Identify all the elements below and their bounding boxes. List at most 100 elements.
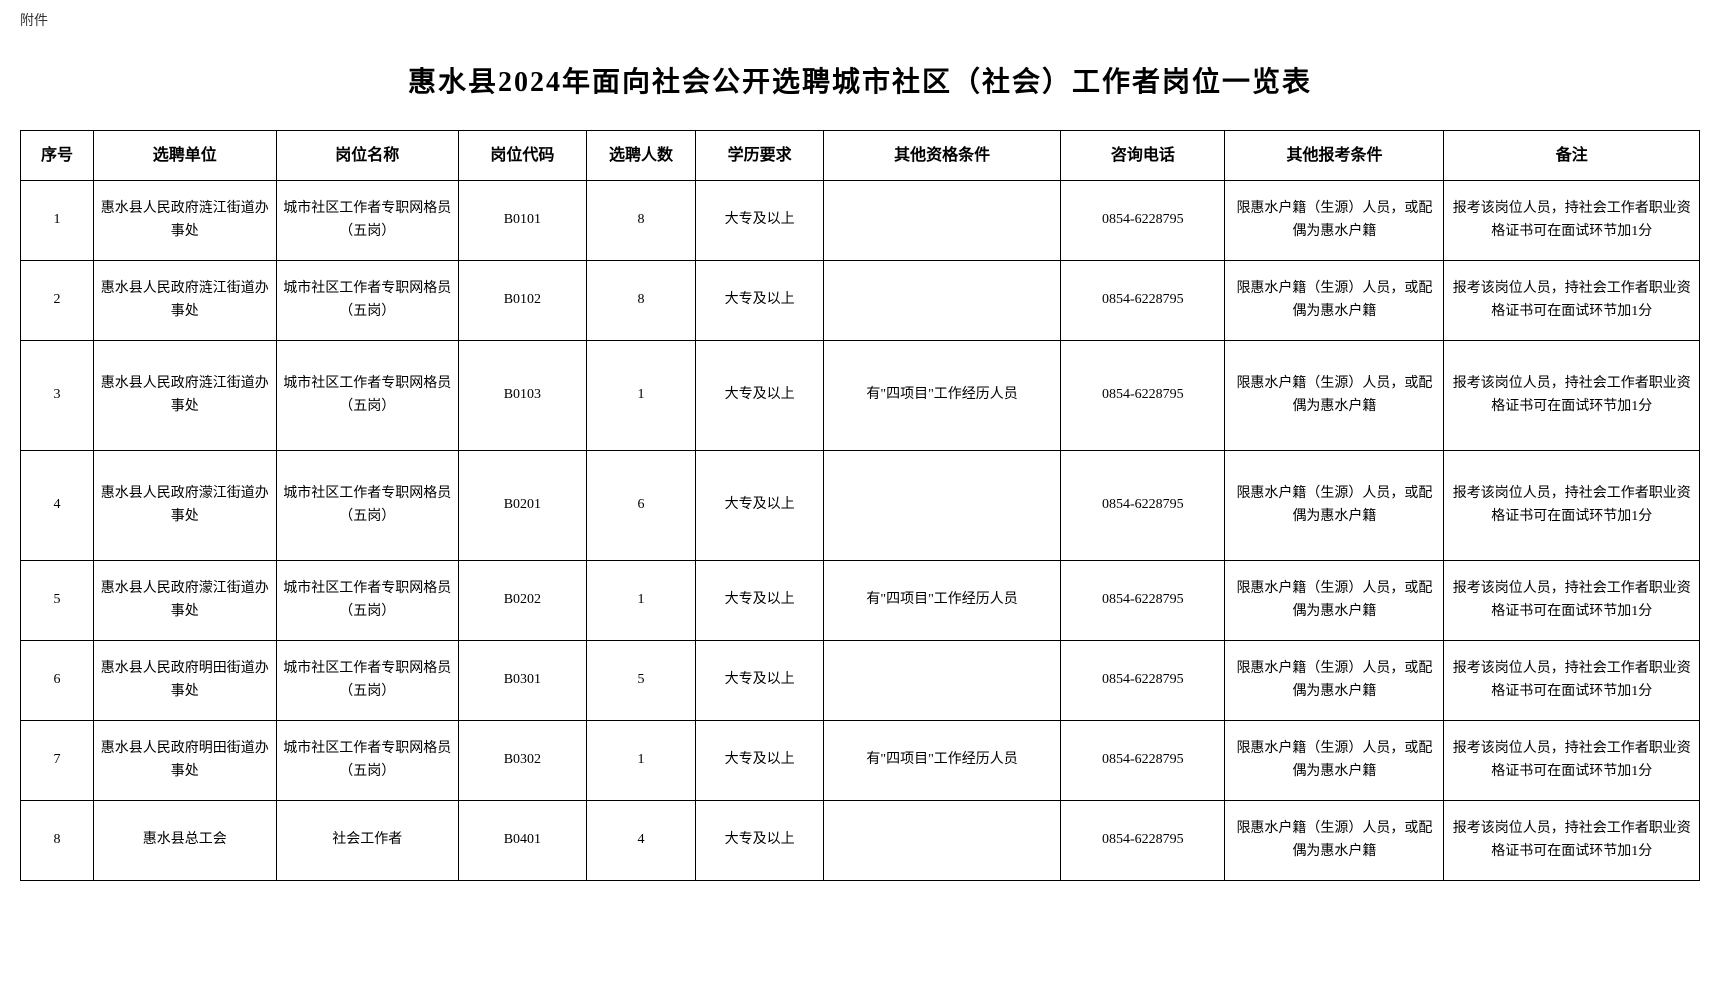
cell-position: 城市社区工作者专职网格员（五岗） bbox=[276, 641, 459, 721]
cell-count: 1 bbox=[586, 341, 695, 451]
cell-remark: 报考该岗位人员，持社会工作者职业资格证书可在面试环节加1分 bbox=[1444, 801, 1700, 881]
cell-position: 社会工作者 bbox=[276, 801, 459, 881]
cell-seq: 8 bbox=[21, 801, 94, 881]
cell-other: 限惠水户籍（生源）人员，或配偶为惠水户籍 bbox=[1225, 641, 1444, 721]
header-unit: 选聘单位 bbox=[94, 131, 277, 181]
header-seq: 序号 bbox=[21, 131, 94, 181]
cell-count: 8 bbox=[586, 261, 695, 341]
cell-position: 城市社区工作者专职网格员（五岗） bbox=[276, 261, 459, 341]
cell-code: B0102 bbox=[459, 261, 587, 341]
cell-remark: 报考该岗位人员，持社会工作者职业资格证书可在面试环节加1分 bbox=[1444, 721, 1700, 801]
cell-other: 限惠水户籍（生源）人员，或配偶为惠水户籍 bbox=[1225, 721, 1444, 801]
cell-phone: 0854-6228795 bbox=[1061, 641, 1225, 721]
cell-code: B0201 bbox=[459, 451, 587, 561]
cell-position: 城市社区工作者专职网格员（五岗） bbox=[276, 451, 459, 561]
table-row: 6惠水县人民政府明田街道办事处城市社区工作者专职网格员（五岗）B03015大专及… bbox=[21, 641, 1700, 721]
cell-remark: 报考该岗位人员，持社会工作者职业资格证书可在面试环节加1分 bbox=[1444, 261, 1700, 341]
cell-phone: 0854-6228795 bbox=[1061, 451, 1225, 561]
cell-code: B0401 bbox=[459, 801, 587, 881]
cell-seq: 4 bbox=[21, 451, 94, 561]
header-qual: 其他资格条件 bbox=[823, 131, 1060, 181]
cell-remark: 报考该岗位人员，持社会工作者职业资格证书可在面试环节加1分 bbox=[1444, 181, 1700, 261]
cell-phone: 0854-6228795 bbox=[1061, 261, 1225, 341]
cell-code: B0202 bbox=[459, 561, 587, 641]
cell-unit: 惠水县人民政府涟江街道办事处 bbox=[94, 181, 277, 261]
table-row: 8惠水县总工会社会工作者B04014大专及以上 0854-6228795限惠水户籍… bbox=[21, 801, 1700, 881]
attachment-label: 附件 bbox=[20, 10, 1700, 30]
cell-qual: 有"四项目"工作经历人员 bbox=[823, 721, 1060, 801]
cell-phone: 0854-6228795 bbox=[1061, 561, 1225, 641]
cell-qual bbox=[823, 261, 1060, 341]
cell-edu: 大专及以上 bbox=[696, 801, 824, 881]
cell-other: 限惠水户籍（生源）人员，或配偶为惠水户籍 bbox=[1225, 341, 1444, 451]
cell-code: B0101 bbox=[459, 181, 587, 261]
table-row: 7惠水县人民政府明田街道办事处城市社区工作者专职网格员（五岗）B03021大专及… bbox=[21, 721, 1700, 801]
table-row: 3惠水县人民政府涟江街道办事处城市社区工作者专职网格员（五岗）B01031大专及… bbox=[21, 341, 1700, 451]
cell-code: B0103 bbox=[459, 341, 587, 451]
cell-unit: 惠水县人民政府涟江街道办事处 bbox=[94, 261, 277, 341]
cell-edu: 大专及以上 bbox=[696, 641, 824, 721]
cell-count: 1 bbox=[586, 561, 695, 641]
cell-unit: 惠水县人民政府涟江街道办事处 bbox=[94, 341, 277, 451]
cell-other: 限惠水户籍（生源）人员，或配偶为惠水户籍 bbox=[1225, 261, 1444, 341]
cell-seq: 3 bbox=[21, 341, 94, 451]
cell-phone: 0854-6228795 bbox=[1061, 181, 1225, 261]
cell-unit: 惠水县人民政府明田街道办事处 bbox=[94, 721, 277, 801]
cell-count: 8 bbox=[586, 181, 695, 261]
page-title: 惠水县2024年面向社会公开选聘城市社区（社会）工作者岗位一览表 bbox=[20, 60, 1700, 100]
cell-unit: 惠水县人民政府濛江街道办事处 bbox=[94, 451, 277, 561]
cell-other: 限惠水户籍（生源）人员，或配偶为惠水户籍 bbox=[1225, 451, 1444, 561]
cell-other: 限惠水户籍（生源）人员，或配偶为惠水户籍 bbox=[1225, 801, 1444, 881]
header-other: 其他报考条件 bbox=[1225, 131, 1444, 181]
cell-seq: 7 bbox=[21, 721, 94, 801]
cell-seq: 2 bbox=[21, 261, 94, 341]
cell-qual bbox=[823, 641, 1060, 721]
header-count: 选聘人数 bbox=[586, 131, 695, 181]
cell-qual: 有"四项目"工作经历人员 bbox=[823, 561, 1060, 641]
cell-unit: 惠水县总工会 bbox=[94, 801, 277, 881]
cell-qual bbox=[823, 181, 1060, 261]
cell-unit: 惠水县人民政府明田街道办事处 bbox=[94, 641, 277, 721]
cell-edu: 大专及以上 bbox=[696, 261, 824, 341]
cell-edu: 大专及以上 bbox=[696, 561, 824, 641]
cell-qual bbox=[823, 451, 1060, 561]
cell-phone: 0854-6228795 bbox=[1061, 721, 1225, 801]
header-position: 岗位名称 bbox=[276, 131, 459, 181]
table-row: 4惠水县人民政府濛江街道办事处城市社区工作者专职网格员（五岗）B02016大专及… bbox=[21, 451, 1700, 561]
cell-seq: 5 bbox=[21, 561, 94, 641]
header-code: 岗位代码 bbox=[459, 131, 587, 181]
cell-position: 城市社区工作者专职网格员（五岗） bbox=[276, 561, 459, 641]
cell-phone: 0854-6228795 bbox=[1061, 341, 1225, 451]
table-row: 5惠水县人民政府濛江街道办事处城市社区工作者专职网格员（五岗）B02021大专及… bbox=[21, 561, 1700, 641]
cell-count: 4 bbox=[586, 801, 695, 881]
cell-remark: 报考该岗位人员，持社会工作者职业资格证书可在面试环节加1分 bbox=[1444, 341, 1700, 451]
cell-code: B0302 bbox=[459, 721, 587, 801]
cell-other: 限惠水户籍（生源）人员，或配偶为惠水户籍 bbox=[1225, 181, 1444, 261]
positions-table: 序号 选聘单位 岗位名称 岗位代码 选聘人数 学历要求 其他资格条件 咨询电话 … bbox=[20, 130, 1700, 881]
cell-edu: 大专及以上 bbox=[696, 451, 824, 561]
cell-qual: 有"四项目"工作经历人员 bbox=[823, 341, 1060, 451]
cell-edu: 大专及以上 bbox=[696, 181, 824, 261]
header-phone: 咨询电话 bbox=[1061, 131, 1225, 181]
cell-edu: 大专及以上 bbox=[696, 721, 824, 801]
cell-remark: 报考该岗位人员，持社会工作者职业资格证书可在面试环节加1分 bbox=[1444, 561, 1700, 641]
cell-remark: 报考该岗位人员，持社会工作者职业资格证书可在面试环节加1分 bbox=[1444, 451, 1700, 561]
cell-position: 城市社区工作者专职网格员（五岗） bbox=[276, 181, 459, 261]
cell-count: 5 bbox=[586, 641, 695, 721]
cell-other: 限惠水户籍（生源）人员，或配偶为惠水户籍 bbox=[1225, 561, 1444, 641]
table-header-row: 序号 选聘单位 岗位名称 岗位代码 选聘人数 学历要求 其他资格条件 咨询电话 … bbox=[21, 131, 1700, 181]
cell-code: B0301 bbox=[459, 641, 587, 721]
table-row: 2惠水县人民政府涟江街道办事处城市社区工作者专职网格员（五岗）B01028大专及… bbox=[21, 261, 1700, 341]
cell-remark: 报考该岗位人员，持社会工作者职业资格证书可在面试环节加1分 bbox=[1444, 641, 1700, 721]
header-edu: 学历要求 bbox=[696, 131, 824, 181]
cell-qual bbox=[823, 801, 1060, 881]
cell-edu: 大专及以上 bbox=[696, 341, 824, 451]
cell-unit: 惠水县人民政府濛江街道办事处 bbox=[94, 561, 277, 641]
header-remark: 备注 bbox=[1444, 131, 1700, 181]
cell-seq: 6 bbox=[21, 641, 94, 721]
cell-seq: 1 bbox=[21, 181, 94, 261]
cell-phone: 0854-6228795 bbox=[1061, 801, 1225, 881]
cell-position: 城市社区工作者专职网格员（五岗） bbox=[276, 341, 459, 451]
cell-count: 1 bbox=[586, 721, 695, 801]
table-row: 1惠水县人民政府涟江街道办事处城市社区工作者专职网格员（五岗）B01018大专及… bbox=[21, 181, 1700, 261]
